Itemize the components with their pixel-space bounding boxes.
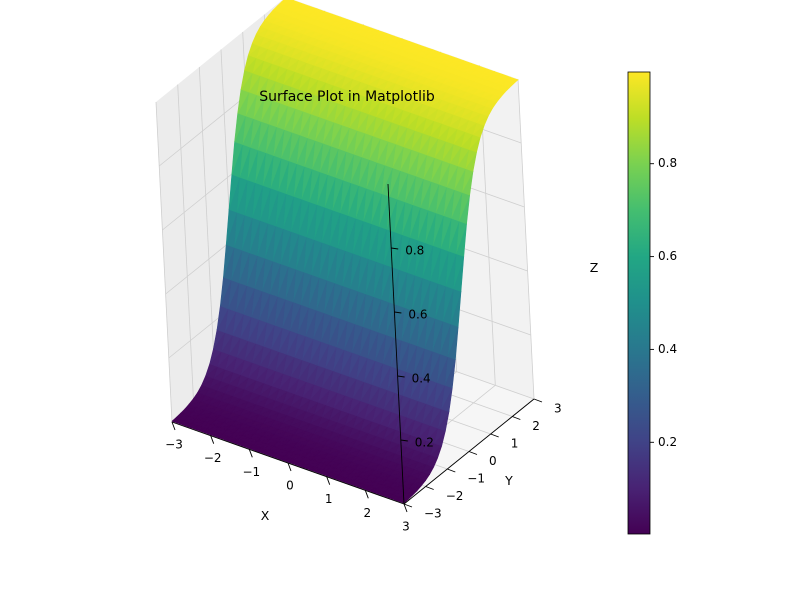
- x-tick-label: 0: [286, 479, 294, 493]
- colorbar-tick-label: 0.8: [658, 156, 677, 170]
- x-tick: [326, 476, 331, 485]
- y-tick: [490, 433, 499, 438]
- z-axis-line: [387, 183, 405, 505]
- z-axis-label: Z: [590, 260, 599, 275]
- colorbar-ticks: 0.2 0.4 0.6 0.8: [650, 156, 677, 449]
- y-tick-label: 0: [489, 454, 497, 468]
- y-tick-label: 1: [511, 437, 519, 451]
- y-tick: [468, 451, 478, 455]
- x-tick: [210, 435, 215, 444]
- y-tick-label: −2: [446, 489, 464, 503]
- colorbar-tick-label: 0.4: [658, 342, 677, 356]
- x-tick: [248, 449, 253, 458]
- surface-mesh: [171, 0, 519, 504]
- colorbar-tick-label: 0.6: [658, 249, 677, 263]
- y-tick-label: 2: [532, 419, 540, 433]
- surface-triangle: [281, 0, 295, 3]
- grid-line-y-side: [155, 101, 173, 423]
- z-tick: [400, 439, 408, 442]
- y-tick-label: −3: [424, 507, 442, 521]
- z-tick-label: 0.8: [405, 244, 424, 258]
- z-tick: [391, 247, 399, 250]
- x-tick: [287, 462, 292, 472]
- z-tick-label: 0.2: [415, 436, 434, 450]
- z-tick-label: 0.6: [408, 308, 427, 322]
- x-tick: [403, 503, 408, 513]
- grid-line-x-back: [517, 78, 535, 400]
- y-tick: [512, 416, 521, 420]
- grid-line-y-side: [198, 66, 216, 388]
- x-tick-label: 1: [325, 492, 333, 506]
- y-axis-label: Y: [504, 473, 513, 488]
- z-tick: [397, 375, 405, 378]
- x-tick-label: −1: [242, 465, 260, 479]
- grid-line-y-side: [177, 84, 195, 405]
- y-tick: [403, 503, 413, 508]
- x-tick: [364, 490, 369, 499]
- y-tick: [447, 468, 456, 473]
- y-tick-label: 3: [554, 402, 562, 416]
- x-tick-label: 3: [402, 520, 410, 534]
- x-tick-label: 2: [363, 506, 371, 520]
- x-tick: [171, 421, 176, 431]
- y-tick: [533, 398, 543, 403]
- z-tick-label: 0.4: [412, 372, 431, 386]
- z-tick: [394, 311, 402, 314]
- chart-title: Surface Plot in Matplotlib: [259, 89, 435, 105]
- x-tick-label: −2: [204, 451, 222, 465]
- y-tick-label: −1: [467, 472, 485, 486]
- x-tick-label: −3: [165, 438, 183, 452]
- colorbar-tick-label: 0.2: [658, 435, 677, 449]
- x-axis-label: X: [261, 508, 270, 523]
- y-tick: [425, 486, 434, 490]
- colorbar: [627, 71, 651, 535]
